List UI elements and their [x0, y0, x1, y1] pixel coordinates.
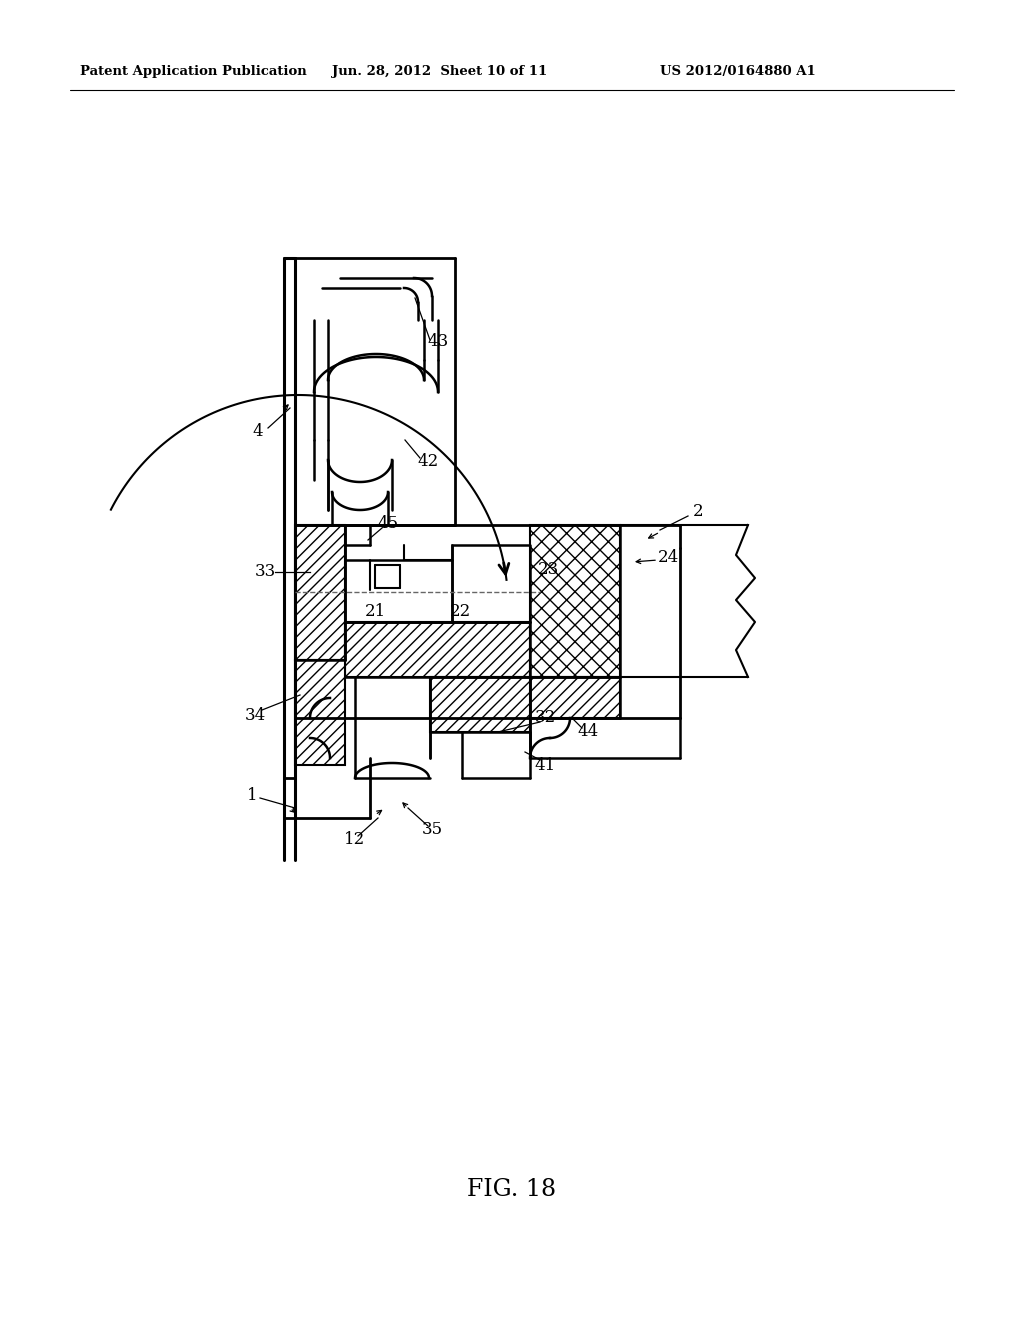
Text: 12: 12	[344, 832, 366, 849]
Text: 1: 1	[247, 787, 257, 804]
Text: Jun. 28, 2012  Sheet 10 of 11: Jun. 28, 2012 Sheet 10 of 11	[333, 66, 548, 78]
Text: 22: 22	[450, 603, 471, 620]
Text: 23: 23	[538, 561, 559, 578]
Text: 43: 43	[427, 334, 449, 351]
Bar	[430, 677, 530, 733]
Text: 33: 33	[254, 564, 275, 581]
Bar	[295, 525, 345, 660]
Text: US 2012/0164880 A1: US 2012/0164880 A1	[660, 66, 816, 78]
Text: Patent Application Publication: Patent Application Publication	[80, 66, 307, 78]
Bar	[295, 660, 345, 766]
Text: 2: 2	[692, 503, 703, 520]
Bar	[530, 525, 620, 677]
Text: 42: 42	[418, 454, 438, 470]
Text: 45: 45	[378, 516, 398, 532]
Bar	[452, 545, 530, 622]
Text: 35: 35	[422, 821, 442, 838]
Text: 41: 41	[535, 756, 556, 774]
Text: 24: 24	[657, 549, 679, 566]
Text: 21: 21	[365, 603, 386, 620]
Text: 34: 34	[245, 706, 265, 723]
Text: 44: 44	[578, 723, 599, 741]
Bar	[530, 677, 620, 718]
Text: FIG. 18: FIG. 18	[467, 1179, 557, 1201]
Text: 4: 4	[253, 424, 263, 441]
Bar	[345, 622, 530, 677]
Text: 32: 32	[535, 710, 556, 726]
